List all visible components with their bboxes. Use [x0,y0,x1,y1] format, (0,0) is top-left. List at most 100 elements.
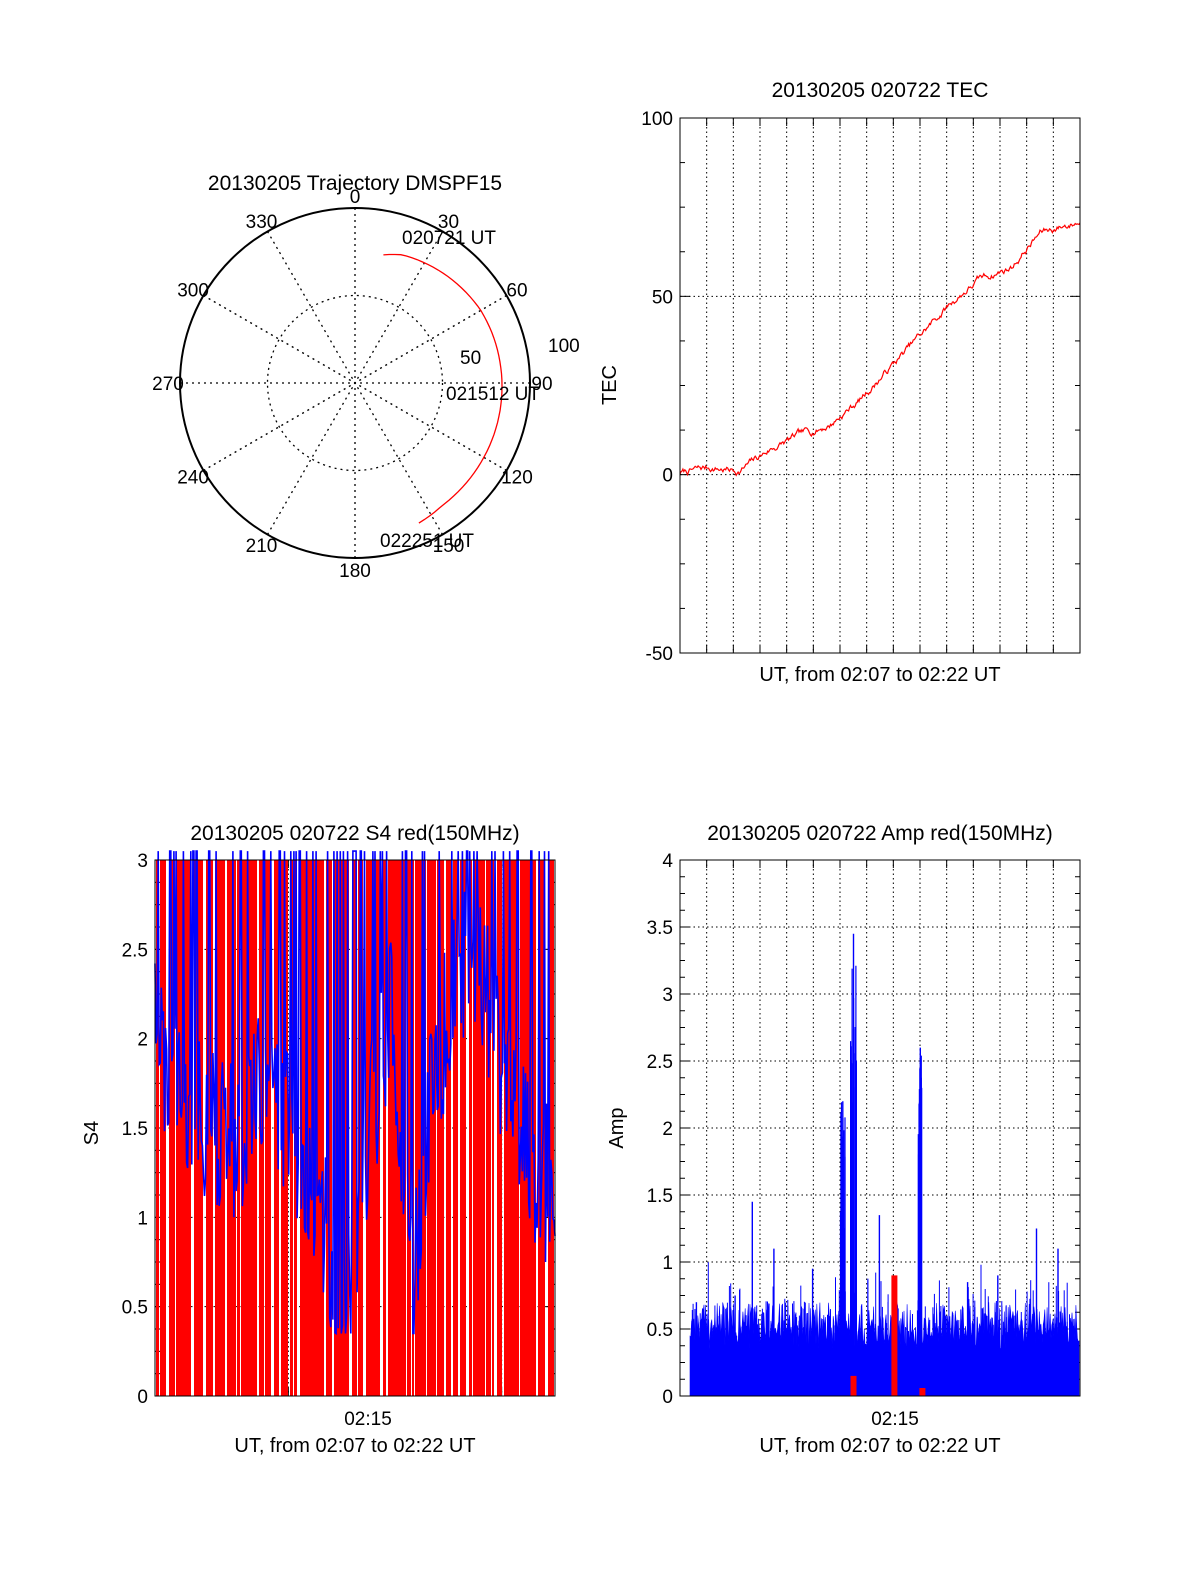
azimuth-label-150: 150 [433,536,465,557]
s4-red-bar-68 [517,860,519,1396]
s4-red-bar-61 [478,860,485,1396]
s4-ytick-label-1.5: 1.5 [122,1119,148,1140]
s4-y-ticks: 0 0.5 1 1.5 2 2.5 3 [122,851,148,1408]
tec-ytick-label--50: -50 [646,644,673,665]
s4-x-label: UT, from 02:07 to 02:22 UT [234,1435,475,1457]
tec-line [679,222,1081,477]
s4-red-bar-2 [169,860,175,1396]
s4-red-bar-33 [341,860,343,1396]
s4-red-bar-63 [492,860,494,1396]
s4-red-bar-47 [415,860,417,1396]
s4-red-bar-56 [446,860,451,1396]
amp-x-tick-0215: 02:15 [871,1409,919,1430]
s4-red-bar-48 [417,860,420,1396]
s4-red-bar-6 [194,860,198,1396]
azimuth-label-210: 210 [246,536,278,557]
s4-red-bar-22 [281,860,288,1396]
trajectory-series [383,253,503,524]
amp-ytick-label-3.5: 3.5 [647,918,673,939]
s4-ytick-label-2.5: 2.5 [122,940,148,961]
s4-red-bar-17 [253,860,255,1396]
annotation-end: 022251 UT [380,531,474,552]
s4-red-bar-10 [220,860,225,1396]
azimuth-label-90: 90 [531,374,552,395]
s4-red-bar-73 [548,860,554,1396]
azimuth-label-0: 0 [350,187,361,208]
s4-x-tick-0215: 02:15 [344,1409,392,1430]
amp-x-label: UT, from 02:07 to 02:22 UT [759,1435,1000,1457]
s4-red-bar-57 [453,860,458,1396]
amp-y-ticks: 0 0.5 1 1.5 2 2.5 3 3.5 4 [647,851,674,1408]
amp-ytick-label-1: 1 [662,1253,673,1274]
s4-red-bar-60 [473,860,478,1396]
tec-series [679,222,1081,477]
tec-ytick-label-50: 50 [652,287,673,308]
s4-red-bar-8 [206,860,213,1396]
azimuth-label-240: 240 [177,468,209,489]
s4-axes-frame [154,859,556,1397]
s4-red-bar-23 [290,860,293,1396]
s4-red-bar-40 [383,860,386,1396]
s4-red-bar-62 [486,860,491,1396]
radius-label-50: 50 [460,348,481,369]
s4-red-bar-53 [437,860,439,1396]
amp-series [689,933,1080,1397]
s4-red-bar-21 [274,860,279,1396]
s4-title: 20130205 020722 S4 red(150MHz) [190,822,519,845]
tec-y-ticks: 100 50 0 -50 [641,109,673,665]
amp-ytick-label-0.5: 0.5 [647,1320,673,1341]
s4-red-bar-43 [398,860,401,1396]
s4-blue-line [154,850,556,1335]
s4-panel: 20130205 020722 S4 red(150MHz) 0 0.5 1 1.5 2… [81,822,556,1457]
s4-red-bar-71 [533,860,536,1396]
azimuth-labels: 0 30 60 90 120 150 180 210 240 270 300 330 [152,187,552,582]
s4-red-bar-59 [469,860,472,1396]
s4-red-bar-29 [318,860,324,1396]
amp-axes-frame [679,859,1081,1397]
azimuth-label-300: 300 [177,281,209,302]
azimuth-label-30: 30 [438,212,459,233]
amp-ytick-label-3: 3 [662,985,673,1006]
s4-red-bar-34 [343,860,349,1396]
trajectory-title: 20130205 Trajectory DMSPF15 [208,172,502,195]
trajectory-panel: 20130205 Trajectory DMSPF15 0 30 60 90 120 15… [152,172,580,582]
s4-red-bar-41 [388,860,393,1396]
amp-ytick-label-1.5: 1.5 [647,1186,673,1207]
s4-red-bar-67 [515,860,517,1396]
azimuth-label-120: 120 [501,468,533,489]
s4-ytick-label-3: 3 [137,851,148,872]
amp-ytick-label-2: 2 [662,1119,673,1140]
amp-title: 20130205 020722 Amp red(150MHz) [707,822,1053,845]
s4-ytick-label-2: 2 [137,1030,148,1051]
s4-red-bar-4 [180,860,187,1396]
amp-ytick-label-2.5: 2.5 [647,1052,673,1073]
s4-red-bar-3 [176,860,180,1396]
annotation-start: 020721 UT [402,228,496,249]
s4-red-bar-58 [460,860,466,1396]
trajectory-line [383,253,503,524]
amp-panel: 20130205 020722 Amp red(150MHz) 0 0.5 1 1.5… [606,822,1081,1457]
tec-x-label: UT, from 02:07 to 02:22 UT [759,664,1000,686]
tec-grid [680,117,1080,654]
amp-red-bar-1 [891,1275,898,1396]
amp-y-label: Amp [606,1107,628,1148]
azimuth-label-270: 270 [152,374,184,395]
tec-y-label: TEC [599,365,621,405]
tec-ytick-label-100: 100 [641,109,673,130]
s4-ytick-label-1: 1 [137,1208,148,1229]
s4-red-bar-42 [393,860,398,1396]
polar-inner-circle [266,294,444,472]
s4-red-bar-14 [241,860,246,1396]
s4-series [154,850,556,1396]
s4-red-bar-37 [366,860,370,1396]
s4-red-bar-45 [407,860,411,1396]
radius-label-100: 100 [548,336,580,357]
s4-red-bar-35 [352,860,357,1396]
s4-red-bar-1 [160,860,166,1396]
s4-red-bar-66 [508,860,515,1396]
azimuth-label-60: 60 [506,281,527,302]
tec-axes-frame [679,117,1081,654]
s4-ytick-label-0.5: 0.5 [122,1298,148,1319]
s4-y-label: S4 [81,1121,103,1145]
polar-grid [179,207,531,559]
